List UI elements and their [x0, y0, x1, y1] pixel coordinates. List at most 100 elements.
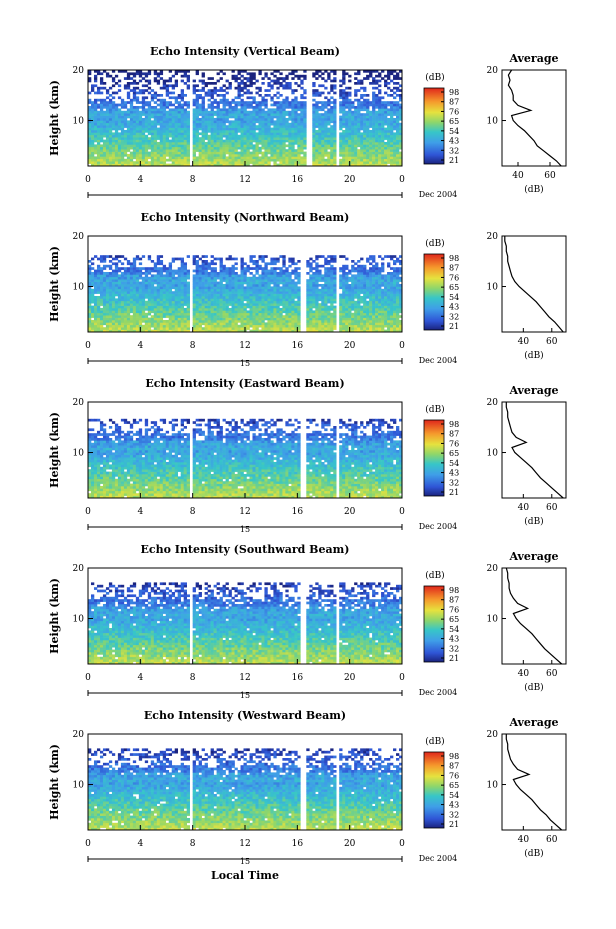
heatmap-cell	[195, 115, 199, 119]
heatmap-cell	[228, 110, 232, 114]
heatmap-cell	[279, 327, 283, 330]
heatmap-cell	[240, 89, 244, 92]
heatmap-cell	[291, 293, 295, 297]
heatmap-cell	[102, 303, 107, 306]
heatmap-cell	[192, 320, 196, 323]
heatmap-cell	[174, 300, 179, 304]
heatmap-cell	[159, 142, 164, 145]
heatmap-cell	[225, 101, 229, 104]
heatmap-cell	[168, 115, 173, 119]
heatmap-cell	[330, 151, 334, 155]
heatmap-cell	[219, 303, 223, 306]
heatmap-cell	[234, 96, 238, 100]
heatmap-cell	[150, 122, 155, 126]
heatmap-cell	[357, 310, 361, 314]
heatmap-cell	[387, 296, 391, 299]
heatmap-cell	[165, 315, 170, 318]
colorbar-tick-label: 65	[449, 117, 459, 126]
heatmap-cell	[273, 317, 277, 321]
heatmap-cell	[279, 134, 283, 138]
heatmap-cell	[183, 115, 187, 119]
heatmap-cell	[294, 296, 298, 299]
heatmap-cell	[270, 298, 274, 302]
heatmap-cell	[147, 103, 152, 107]
heatmap-cell	[342, 108, 346, 112]
heatmap-cell	[180, 130, 184, 133]
heatmap-cell	[288, 310, 292, 314]
heatmap-cell	[285, 134, 289, 138]
heatmap-cell	[105, 96, 110, 100]
heatmap-cell	[330, 125, 334, 128]
heatmap-cell	[276, 142, 280, 145]
heatmap-cell	[168, 79, 173, 83]
heatmap-cell	[351, 106, 355, 109]
heatmap-cell	[330, 130, 334, 133]
heatmap-cell	[348, 113, 352, 116]
heatmap-cell	[231, 77, 235, 80]
heatmap-cell	[159, 134, 164, 138]
heatmap-cell	[156, 134, 161, 138]
heatmap-cell	[99, 329, 104, 333]
heatmap-cell	[264, 98, 268, 102]
heatmap-cell	[93, 122, 98, 126]
heatmap-cell	[96, 315, 101, 318]
heatmap-cell	[174, 125, 179, 128]
heatmap-cell	[96, 298, 101, 302]
heatmap-cell	[267, 324, 271, 328]
heatmap-cell	[168, 132, 173, 136]
heatmap-cell	[294, 324, 298, 328]
heatmap-cell	[279, 127, 283, 131]
heatmap-cell	[372, 91, 376, 95]
heatmap-cell	[387, 293, 391, 297]
heatmap-cell	[255, 327, 259, 330]
heatmap-cell	[228, 154, 232, 157]
heatmap-cell	[183, 322, 187, 326]
heatmap-cell	[174, 79, 179, 83]
heatmap-cell	[303, 158, 307, 162]
heatmap-cell	[123, 163, 128, 167]
heatmap-cell	[252, 115, 256, 119]
heatmap-cell	[330, 127, 334, 131]
heatmap-cell	[240, 320, 244, 323]
heatmap-cell	[111, 91, 116, 95]
heatmap-cell	[135, 132, 140, 136]
heatmap-cell	[180, 70, 184, 73]
heatmap-cell	[162, 303, 167, 306]
heatmap-cell	[93, 320, 98, 323]
heatmap-cell	[162, 98, 167, 102]
heatmap-cell	[246, 137, 250, 140]
heatmap-cell	[372, 125, 376, 128]
heatmap-cell	[96, 149, 101, 152]
heatmap-cell	[264, 154, 268, 157]
heatmap-cell	[183, 70, 187, 73]
heatmap-cell	[345, 91, 349, 95]
heatmap-cell	[327, 103, 331, 107]
heatmap-cell	[213, 118, 217, 121]
heatmap-cell	[333, 110, 337, 114]
heatmap-cell	[210, 89, 214, 92]
heatmap-cell	[207, 300, 211, 304]
heatmap-cell	[294, 303, 298, 306]
heatmap-cell	[144, 79, 149, 83]
heatmap-cell	[297, 158, 301, 162]
heatmap-cell	[381, 317, 385, 321]
heatmap-cell	[114, 146, 119, 150]
heatmap-cell	[393, 144, 397, 148]
heatmap-cell	[213, 101, 217, 104]
heatmap-cell	[99, 149, 104, 152]
heatmap-cell	[360, 106, 364, 109]
heatmap-cell	[318, 120, 322, 124]
heatmap-cell	[234, 127, 238, 131]
heatmap-cell	[147, 322, 152, 326]
heatmap-cell	[243, 146, 247, 150]
heatmap-cell	[381, 146, 385, 150]
heatmap-cell	[270, 122, 274, 126]
heatmap-cell	[90, 300, 95, 304]
heatmap-cell	[108, 144, 113, 148]
heatmap-cell	[363, 291, 367, 294]
heatmap-cell	[114, 329, 119, 333]
heatmap-cell	[138, 101, 143, 104]
heatmap-cell	[213, 89, 217, 92]
heatmap-cell	[327, 122, 331, 126]
heatmap-cell	[129, 161, 134, 164]
